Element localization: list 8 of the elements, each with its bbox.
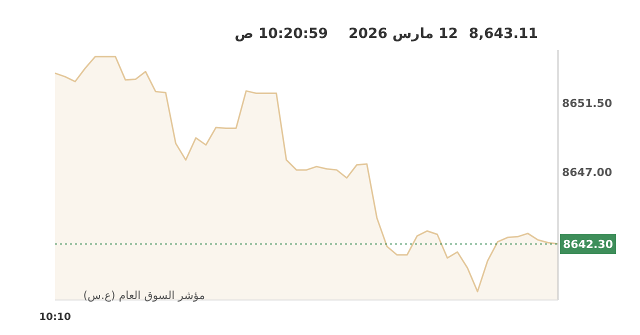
y-tick-label: 8651.50 — [562, 96, 612, 110]
ref-line-label: 8642.30 — [562, 238, 614, 252]
y-tick-label: 8647.00 — [562, 166, 612, 179]
x-tick-label: 10:10 — [39, 312, 71, 323]
annotation: مؤشر السوق العام (ع.س) — [83, 289, 206, 302]
text: 12 مارس 2026 — [348, 26, 458, 42]
chart-title: 8,643.11 — [468, 26, 538, 42]
text: 10:20:59 ص — [234, 26, 328, 42]
